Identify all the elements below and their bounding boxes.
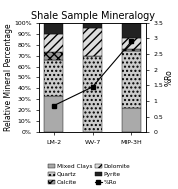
Bar (122, 49, 141, 51)
Bar (122, 23, 141, 38)
Title: Shale Sample Mineralogy: Shale Sample Mineralogy (31, 11, 155, 21)
Bar (122, 108, 141, 132)
Bar (44, 60, 63, 96)
Bar (122, 51, 141, 108)
Bar (83, 28, 102, 56)
%Ro (53, 105, 55, 107)
Bar (44, 52, 63, 60)
Bar (83, 23, 102, 28)
Bar (122, 38, 141, 49)
Bar (83, 56, 102, 132)
Bar (44, 34, 63, 52)
Y-axis label: Relative Mineral Percentage: Relative Mineral Percentage (4, 24, 12, 131)
Legend: Mixed Clays, Quartz, Calcite, Dolomite, Pyrite, %Ro: Mixed Clays, Quartz, Calcite, Dolomite, … (47, 163, 131, 186)
Bar (44, 96, 63, 132)
Bar (44, 23, 63, 34)
%Ro (130, 40, 132, 43)
Y-axis label: %Ro: %Ro (165, 69, 174, 86)
Line: %Ro: %Ro (52, 40, 133, 107)
%Ro (91, 86, 94, 88)
